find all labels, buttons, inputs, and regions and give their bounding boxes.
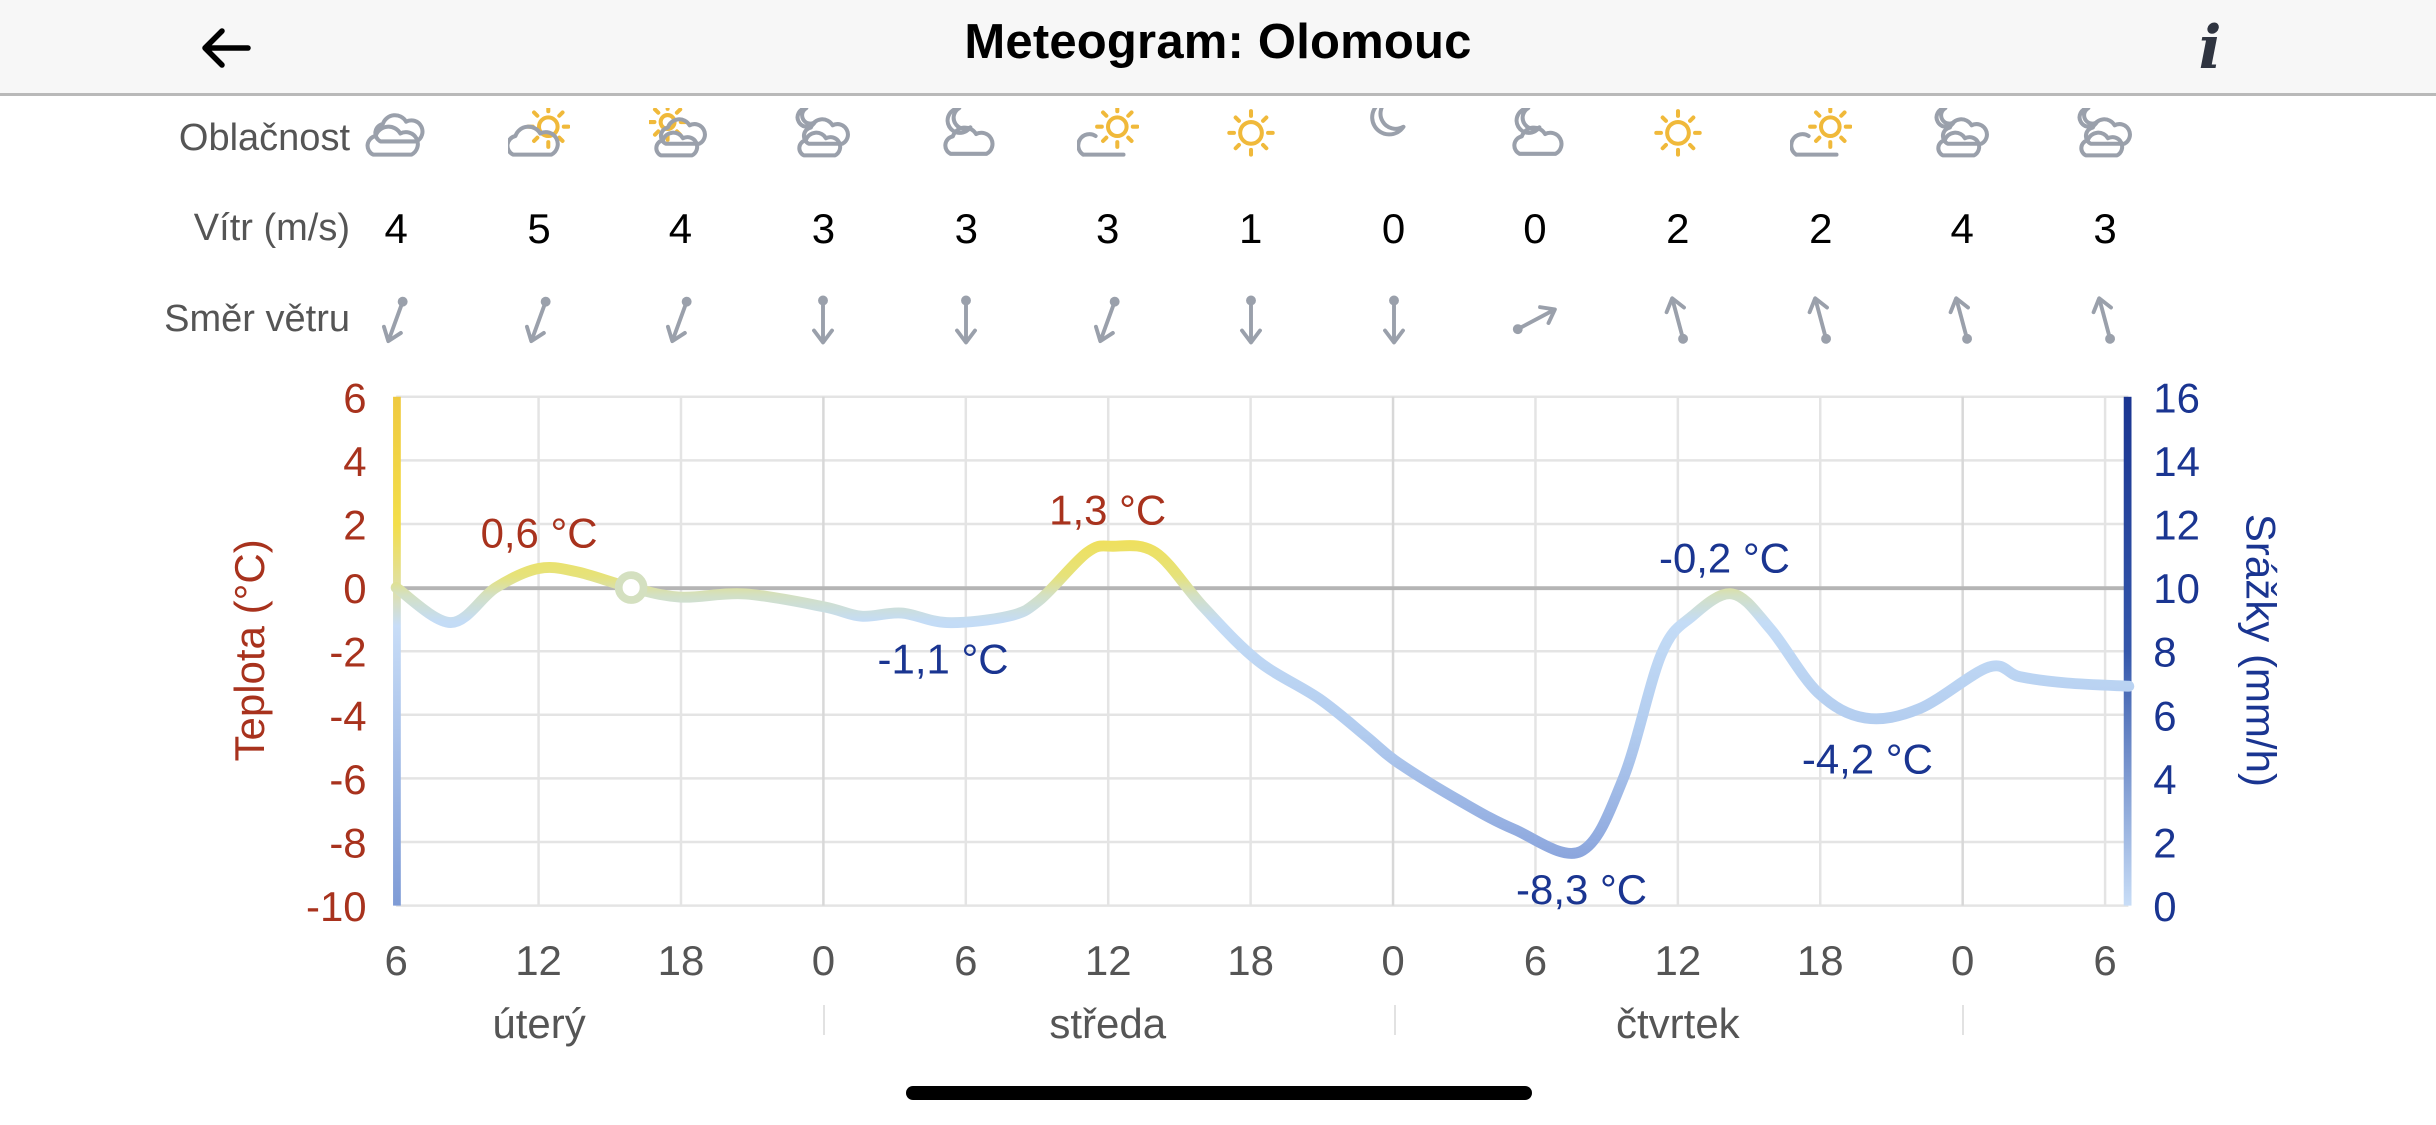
mostly-cloudy-day-icon <box>640 102 720 169</box>
clear-day-icon <box>1638 108 1718 169</box>
hour-tick: 6 <box>1523 937 1548 984</box>
extreme-value-label: -1,1 °C <box>878 636 1009 683</box>
hour-tick: 0 <box>1950 937 1975 984</box>
current-time-marker <box>614 571 648 604</box>
precipitation-axis-bar <box>2123 396 2132 906</box>
temperature-tick: -6 <box>329 756 366 803</box>
extreme-value-label: -0,2 °C <box>1659 535 1790 582</box>
page-title: Meteogram: Olomouc <box>964 15 1472 69</box>
hour-tick: 12 <box>1084 937 1132 984</box>
wind-speed-value: 3 <box>2093 205 2117 252</box>
precipitation-tick: 6 <box>2153 692 2176 739</box>
wind-direction-arrow-icon <box>499 290 579 355</box>
clouds-row-label: Oblačnost <box>178 117 350 159</box>
hour-tick: 12 <box>515 937 562 984</box>
clear-night-icon <box>1354 98 1434 169</box>
clear-day-icon <box>1211 108 1291 169</box>
temperature-tick: 6 <box>343 374 366 421</box>
wind-speed-value: 0 <box>1523 205 1547 252</box>
day-separator <box>1393 1005 1396 1035</box>
hour-tick: 6 <box>384 937 408 984</box>
mostly-clear-day-icon <box>1781 104 1861 169</box>
temperature-tick: -8 <box>329 820 366 867</box>
temperature-axis-title: Teplota (°C) <box>226 539 273 761</box>
temperature-tick: 0 <box>343 565 366 612</box>
temperature-tick: 2 <box>343 502 366 549</box>
precipitation-axis-title: Srážky (mm/h) <box>2237 514 2284 787</box>
cloudy-icon <box>356 108 436 169</box>
back-button[interactable] <box>196 18 256 78</box>
extreme-value-label: -8,3 °C <box>1516 866 1647 913</box>
partly-cloudy-night-icon <box>926 106 1006 169</box>
home-indicator[interactable] <box>906 1086 1532 1100</box>
precipitation-tick: 4 <box>2153 756 2176 803</box>
hour-tick: 18 <box>1796 937 1844 984</box>
direction-row-label: Směr větru <box>164 298 350 340</box>
wind-direction-arrow-icon <box>783 290 863 355</box>
arrow-left-icon <box>202 28 251 68</box>
wind-speed-value: 4 <box>668 205 693 252</box>
precipitation-tick: 16 <box>2153 374 2200 421</box>
wind-direction-arrow-icon <box>356 290 436 355</box>
wind-speed-value: 4 <box>1950 205 1974 252</box>
extreme-value-label: -4,2 °C <box>1802 735 1933 782</box>
precipitation-tick: 12 <box>2153 502 2200 549</box>
temperature-tick: 4 <box>343 438 366 485</box>
precipitation-tick: 8 <box>2153 629 2176 676</box>
extreme-value-label: 0,6 °C <box>481 510 598 557</box>
navigation-bar: Meteogram: Olomouc i <box>0 0 2436 96</box>
hour-tick: 6 <box>2093 937 2117 984</box>
mostly-cloudy-night-icon <box>1922 106 2002 169</box>
hour-tick: 0 <box>1381 937 1405 984</box>
temperature-axis-bar <box>393 396 401 906</box>
day-label: čtvrtek <box>1616 1000 1740 1047</box>
temperature-tick: -4 <box>329 692 366 739</box>
wind-direction-arrow-icon <box>1781 290 1861 355</box>
precipitation-tick: 14 <box>2153 438 2200 485</box>
info-icon: i <box>2198 13 2222 83</box>
hour-tick: 18 <box>1227 937 1274 984</box>
temperature-tick: -10 <box>306 883 367 930</box>
wind-speed-value: 3 <box>1096 205 1120 252</box>
day-separator <box>1962 1005 1965 1035</box>
hour-tick: 18 <box>657 937 705 984</box>
chart-grid <box>394 395 2129 907</box>
wind-direction-arrow-icon <box>2065 290 2145 355</box>
wind-speed-value: 3 <box>811 205 836 252</box>
wind-speed-value: 3 <box>954 205 978 252</box>
day-separator <box>823 1005 826 1035</box>
wind-row-label: Vítr (m/s) <box>193 207 350 249</box>
wind-speed-value: 0 <box>1381 205 1406 252</box>
temperature-tick: -2 <box>329 629 366 676</box>
wind-direction-arrow-icon <box>1211 290 1291 355</box>
info-button[interactable]: i <box>2190 8 2230 88</box>
hour-tick: 0 <box>811 937 836 984</box>
mostly-clear-day-icon <box>1068 104 1148 169</box>
wind-speed-value: 5 <box>527 205 551 252</box>
wind-direction-arrow-icon <box>1354 290 1434 355</box>
wind-speed-value: 1 <box>1238 205 1263 252</box>
wind-direction-arrow-icon <box>1495 290 1575 355</box>
extreme-value-label: 1,3 °C <box>1049 486 1166 533</box>
wind-direction-arrow-icon <box>1638 290 1718 355</box>
precipitation-tick: 10 <box>2153 565 2200 612</box>
hour-tick: 12 <box>1654 937 1702 984</box>
partly-cloudy-night-icon <box>1495 106 1575 169</box>
wind-direction-arrow-icon <box>1922 290 2002 355</box>
wind-direction-arrow-icon <box>1068 290 1148 355</box>
precipitation-tick: 0 <box>2153 883 2176 930</box>
wind-speed-value: 2 <box>1666 205 1690 252</box>
temperature-line <box>390 540 2135 859</box>
wind-speed-value: 4 <box>384 205 408 252</box>
hour-tick: 6 <box>954 937 978 984</box>
wind-direction-arrow-icon <box>926 290 1006 355</box>
mostly-cloudy-night-icon <box>783 106 863 169</box>
partly-cloudy-day-icon <box>499 104 579 169</box>
mostly-cloudy-night-icon <box>2065 106 2145 169</box>
day-label: úterý <box>492 1000 586 1047</box>
precipitation-tick: 2 <box>2153 820 2176 867</box>
wind-speed-value: 2 <box>1809 205 1833 252</box>
wind-direction-arrow-icon <box>640 290 720 355</box>
day-label: středa <box>1049 1000 1167 1047</box>
